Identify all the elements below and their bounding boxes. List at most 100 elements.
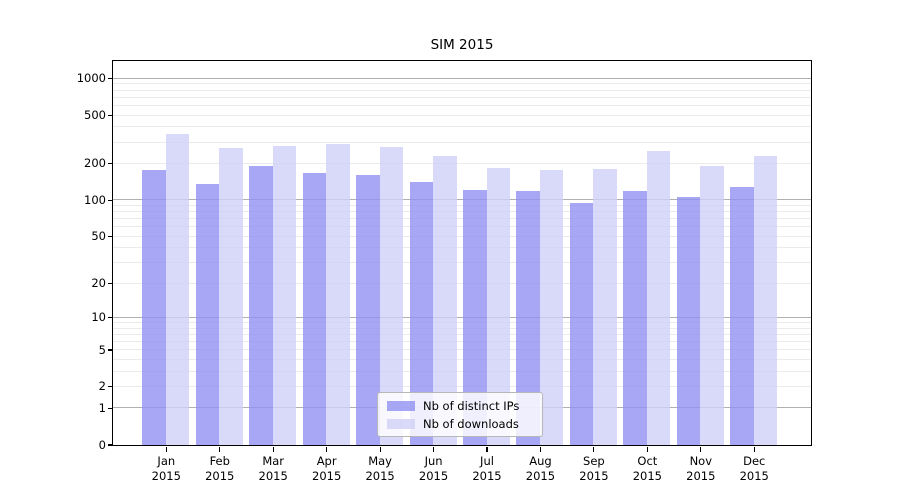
bar-distinct-ips-may — [356, 174, 380, 445]
y-tick-label-50: 50 — [91, 229, 106, 244]
chart-title: SIM 2015 — [430, 37, 494, 53]
y-tick-label-2: 2 — [98, 379, 106, 394]
legend-label-distinct-ips: Nb of distinct IPs — [423, 398, 520, 413]
x-tick-mark-jan — [165, 446, 167, 452]
gridline-minor-80 — [112, 211, 811, 213]
gridline-minor-300 — [112, 141, 811, 143]
bar-downloads-aug — [539, 169, 564, 445]
x-tick-label-jun: Jun 2015 — [418, 454, 449, 483]
gridline-minor-500 — [112, 114, 811, 116]
x-tick-mark-feb — [219, 446, 221, 452]
x-tick-mark-oct — [646, 446, 648, 452]
bar-distinct-ips-nov — [676, 196, 701, 445]
x-tick-label-nov: Nov 2015 — [686, 454, 716, 483]
gridline-minor-70 — [112, 218, 811, 220]
gridline-minor-90 — [112, 204, 811, 206]
gridline-minor-800 — [112, 89, 811, 91]
gridline-minor-700 — [112, 96, 811, 98]
y-tick-label-500: 500 — [84, 108, 106, 122]
gridline-major-10 — [112, 316, 811, 318]
bar-distinct-ips-feb — [195, 183, 220, 445]
x-tick-label-dec: Dec 2015 — [739, 454, 769, 483]
gridline-minor-60 — [112, 226, 811, 228]
gridline-minor-400 — [112, 126, 811, 128]
gridline-minor-2 — [112, 385, 811, 387]
y-tick-label-0: 0 — [98, 437, 106, 452]
gridline-minor-30 — [112, 262, 811, 263]
x-tick-mark-jun — [432, 446, 435, 452]
gridline-minor-8 — [112, 327, 811, 329]
bar-distinct-ips-sep — [569, 203, 594, 445]
gridline-minor-20 — [112, 282, 811, 284]
x-tick-label-oct: Oct 2015 — [632, 454, 662, 483]
legend-swatch-downloads-icon — [387, 418, 415, 429]
x-tick-label-feb: Feb 2015 — [205, 454, 235, 483]
x-tick-label-apr: Apr 2015 — [312, 454, 342, 483]
y-tick-mark-200 — [108, 163, 113, 165]
y-tick-label-1000: 1000 — [76, 71, 106, 86]
bar-downloads-dec — [753, 155, 778, 445]
legend: Nb of distinct IPs Nb of downloads — [377, 392, 543, 437]
gridline-minor-7 — [112, 333, 811, 335]
plot-area — [111, 59, 812, 446]
y-tick-label-100: 100 — [84, 192, 106, 207]
y-tick-label-10: 10 — [91, 310, 106, 325]
x-tick-label-aug: Aug 2015 — [525, 454, 556, 483]
x-tick-mark-mar — [272, 446, 274, 452]
bar-downloads-jun — [433, 155, 457, 445]
gridline-minor-900 — [112, 83, 811, 85]
gridline-minor-6 — [112, 340, 811, 342]
bar-distinct-ips-jan — [142, 169, 166, 445]
bar-distinct-ips-aug — [516, 190, 540, 445]
y-tick-mark-2 — [108, 386, 113, 388]
y-tick-mark-1 — [108, 407, 113, 409]
gridline-major-100 — [112, 199, 811, 201]
y-tick-mark-10 — [108, 317, 113, 319]
bar-downloads-jul — [486, 168, 510, 445]
bar-distinct-ips-jun — [409, 181, 434, 445]
x-tick-mark-apr — [326, 446, 328, 452]
y-tick-label-200: 200 — [84, 156, 106, 171]
x-tick-mark-dec — [753, 446, 755, 452]
x-tick-label-jan: Jan 2015 — [151, 454, 181, 483]
bar-distinct-ips-jul — [463, 189, 487, 445]
legend-item-distinct-ips: Nb of distinct IPs — [387, 399, 542, 413]
y-tick-mark-20 — [108, 283, 113, 285]
x-tick-mark-jul — [486, 446, 488, 452]
y-tick-mark-50 — [108, 236, 113, 238]
gridline-minor-3 — [112, 370, 811, 372]
gridline-minor-50 — [112, 235, 811, 237]
legend-label-downloads: Nb of downloads — [423, 416, 519, 431]
bar-distinct-ips-oct — [623, 190, 647, 445]
y-tick-mark-1000 — [108, 78, 113, 80]
gridline-minor-600 — [112, 104, 811, 106]
y-tick-label-5: 5 — [98, 342, 106, 357]
bar-downloads-oct — [646, 150, 671, 445]
gridline-minor-40 — [112, 247, 811, 249]
bar-downloads-sep — [593, 169, 617, 445]
gridline-minor-4 — [112, 358, 811, 360]
x-tick-label-sep: Sep 2015 — [579, 454, 609, 483]
y-tick-mark-5 — [108, 349, 113, 351]
bar-distinct-ips-dec — [730, 186, 754, 445]
x-tick-mark-sep — [593, 446, 595, 452]
bar-downloads-mar — [272, 145, 297, 445]
bar-downloads-feb — [219, 148, 243, 445]
bar-distinct-ips-mar — [249, 166, 273, 445]
y-tick-label-1: 1 — [98, 400, 106, 415]
x-tick-label-mar: Mar 2015 — [258, 454, 288, 483]
bar-distinct-ips-apr — [302, 172, 327, 445]
gridline-minor-5 — [112, 349, 811, 351]
bar-downloads-may — [379, 147, 404, 445]
gridline-minor-200 — [112, 162, 811, 164]
bar-downloads-nov — [700, 165, 724, 445]
legend-swatch-distinct-ips-icon — [387, 400, 415, 411]
gridline-minor-9 — [112, 321, 811, 323]
gridline-major-1000 — [112, 77, 811, 79]
legend-item-downloads: Nb of downloads — [387, 417, 542, 431]
x-tick-mark-aug — [539, 446, 542, 452]
x-tick-mark-nov — [700, 446, 702, 452]
bar-downloads-jan — [165, 134, 190, 445]
y-tick-mark-500 — [108, 114, 113, 117]
